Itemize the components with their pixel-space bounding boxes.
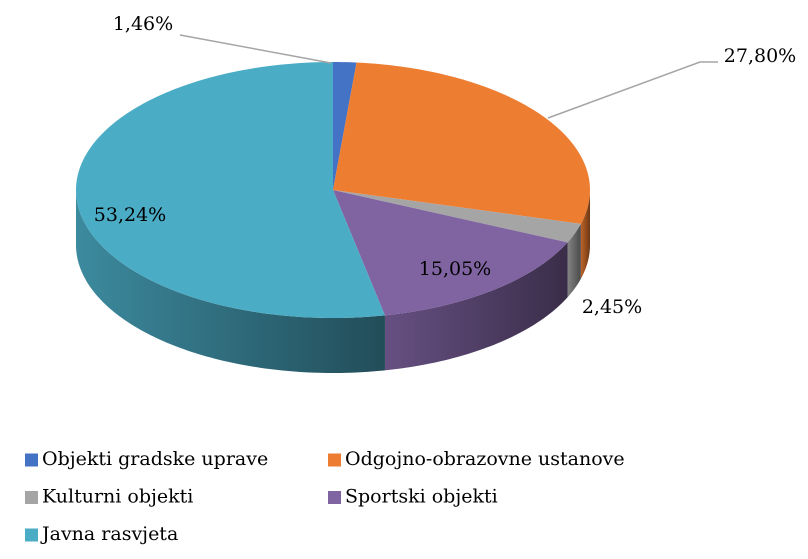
data-label: 53,24% [94, 204, 166, 226]
legend-label: Sportski objekti [345, 486, 498, 508]
leader-line [547, 61, 718, 119]
data-label: 2,45% [582, 296, 642, 318]
slice-side [384, 242, 568, 371]
slice-side [567, 223, 581, 298]
legend-label: Odgojno-obrazovne ustanove [345, 448, 625, 470]
slice-side [580, 190, 590, 279]
slice-side [76, 190, 385, 373]
legend-swatch [328, 491, 341, 504]
legend-swatch [25, 491, 38, 504]
legend: Objekti gradske uprave Odgojno-obrazovne … [25, 448, 625, 545]
slice [333, 62, 590, 224]
legend-swatch [25, 528, 38, 542]
legend-label: Objekti gradske uprave [42, 448, 268, 470]
data-label: 15,05% [419, 258, 491, 280]
slice [333, 62, 357, 190]
slice [333, 190, 581, 243]
pie-tops [76, 62, 590, 318]
pie-sides [76, 190, 590, 373]
legend-swatch [25, 453, 38, 467]
slice [76, 62, 385, 318]
data-label: 1,46% [113, 13, 173, 35]
leader-line [179, 34, 332, 64]
slice [333, 190, 568, 316]
data-label: 27,80% [724, 45, 796, 67]
legend-label: Kulturni objekti [42, 486, 193, 508]
data-labels: 1,46% 27,80% 2,45% 15,05% 53,24% [94, 13, 796, 318]
legend-label: Javna rasvjeta [40, 523, 178, 545]
legend-swatch [328, 453, 341, 467]
